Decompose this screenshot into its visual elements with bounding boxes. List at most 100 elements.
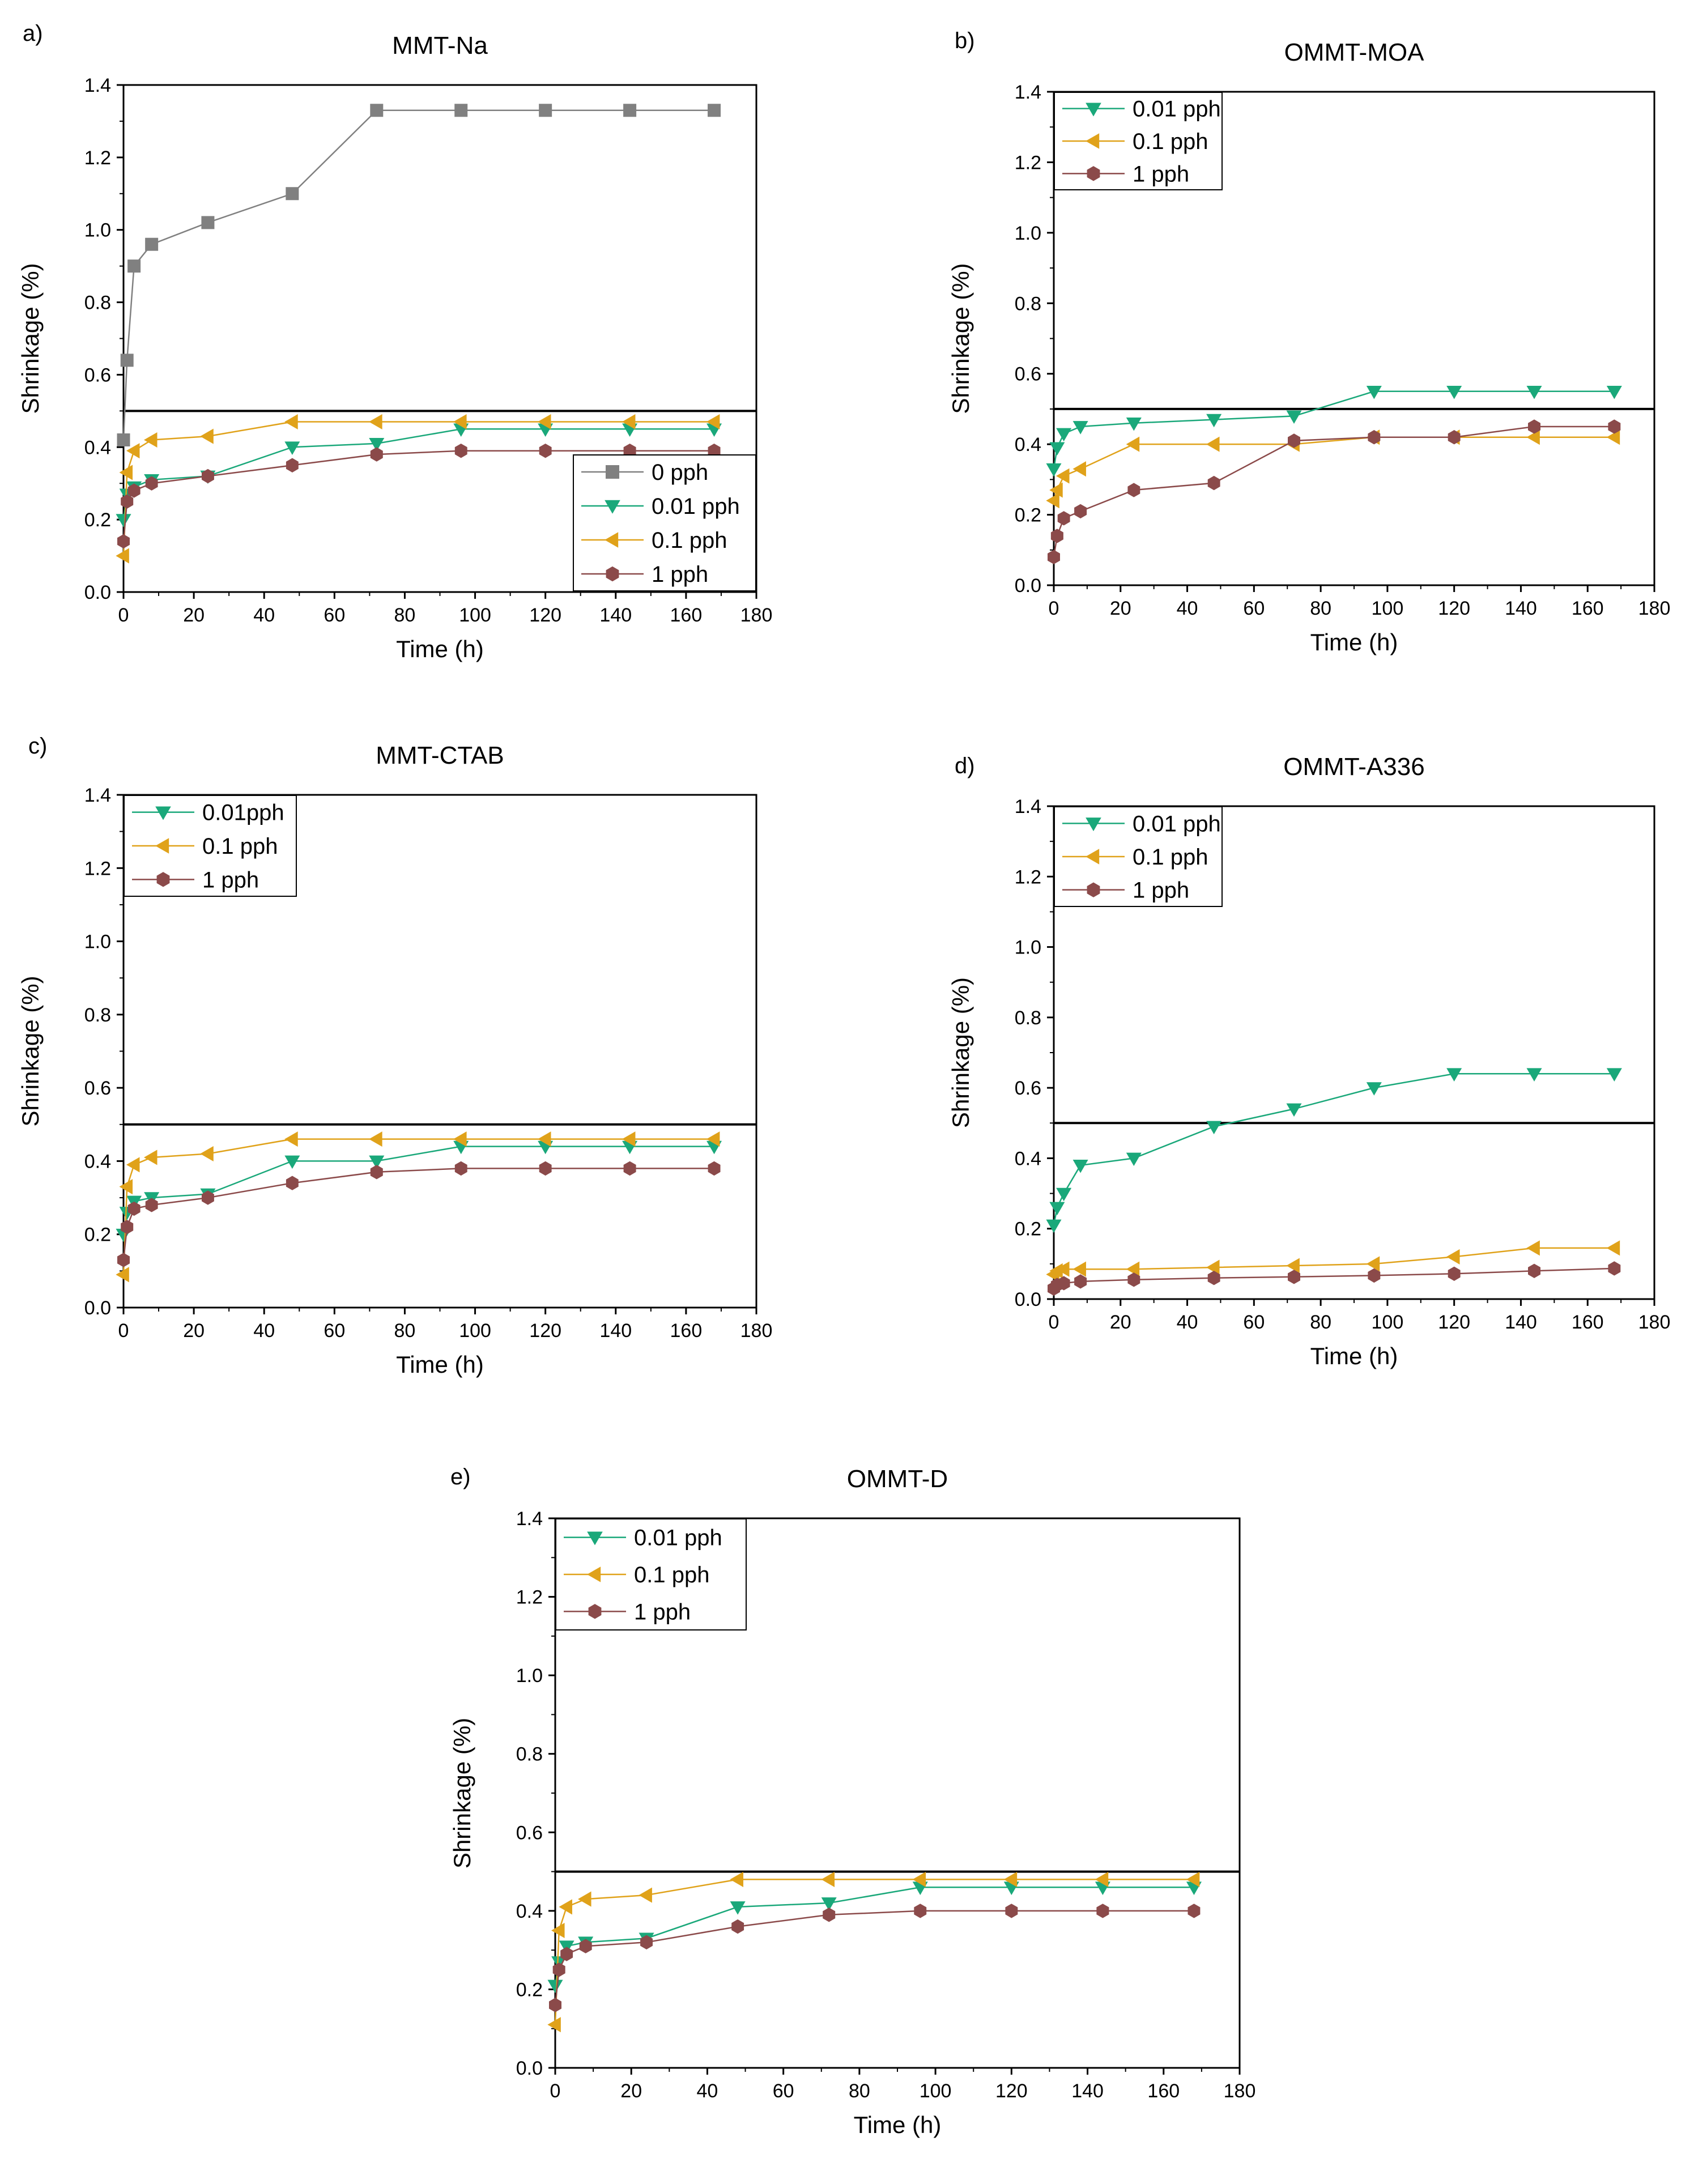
x-tick-label: 40 bbox=[1177, 598, 1198, 619]
x-tick-label: 60 bbox=[324, 604, 345, 626]
panel-d: d) OMMT-A336 0 20 40 60 80 100 120 140 160 180 0.0 0.… bbox=[947, 753, 1670, 1369]
data-point bbox=[1286, 1258, 1300, 1274]
data-point bbox=[369, 1131, 382, 1147]
y-tick-label: 0.2 bbox=[84, 509, 111, 531]
y-tick-label: 1.0 bbox=[84, 931, 111, 953]
x-tick-label: 100 bbox=[1372, 598, 1404, 619]
data-point bbox=[1286, 410, 1302, 424]
x-tick-label: 160 bbox=[1572, 598, 1604, 619]
x-tick-label: 40 bbox=[697, 2080, 718, 2102]
data-point bbox=[1072, 461, 1086, 477]
data-point bbox=[453, 1131, 467, 1147]
legend-label: 0.1 pph bbox=[634, 1563, 709, 1587]
data-point bbox=[1206, 1121, 1222, 1135]
data-point bbox=[121, 494, 134, 509]
data-point bbox=[127, 259, 141, 273]
panel-label: b) bbox=[955, 28, 975, 53]
y-tick-label: 0.6 bbox=[1015, 364, 1041, 385]
y-tick-label: 0.4 bbox=[1015, 434, 1041, 455]
legend-label: 0.01 pph bbox=[652, 494, 740, 519]
data-point bbox=[1446, 385, 1462, 399]
y-tick-label: 1.4 bbox=[1015, 82, 1041, 103]
data-point bbox=[1127, 1272, 1140, 1287]
data-point bbox=[539, 444, 552, 458]
data-point bbox=[143, 1150, 158, 1165]
x-tick-label: 60 bbox=[324, 1320, 345, 1342]
data-point bbox=[1046, 1219, 1062, 1233]
y-tick-label: 0.8 bbox=[1015, 1007, 1041, 1029]
data-point bbox=[117, 433, 130, 446]
x-tick-label: 100 bbox=[1372, 1312, 1404, 1333]
y-tick-label: 1.4 bbox=[84, 785, 111, 806]
data-point bbox=[1072, 1160, 1088, 1173]
data-point bbox=[1207, 1271, 1220, 1285]
y-tick-label: 0.2 bbox=[516, 1979, 543, 2000]
y-tick-label: 0.8 bbox=[84, 292, 111, 314]
y-tick-label: 1.0 bbox=[1015, 223, 1041, 244]
chart-title: OMMT-D bbox=[847, 1465, 948, 1493]
data-point bbox=[1368, 1268, 1381, 1283]
chart-title: OMMT-A336 bbox=[1283, 753, 1424, 781]
chart-title: OMMT-MOA bbox=[1284, 39, 1425, 66]
y-tick-label: 1.2 bbox=[1015, 866, 1041, 888]
data-point bbox=[551, 1922, 565, 1939]
data-point bbox=[731, 1919, 744, 1934]
data-point bbox=[1526, 429, 1540, 445]
x-tick-label: 120 bbox=[1438, 1312, 1470, 1333]
panel-c: c) MMT-CTAB 0 20 40 60 80 100 120 140 160 180 0.0 0.2… bbox=[17, 734, 772, 1378]
y-axis-label: Shrinkage (%) bbox=[17, 263, 44, 414]
data-point bbox=[821, 1897, 837, 1911]
data-point bbox=[1606, 385, 1622, 399]
legend-label: 1 pph bbox=[202, 867, 259, 892]
legend-label: 1 pph bbox=[1133, 878, 1189, 903]
data-point bbox=[454, 444, 467, 458]
y-tick-label: 0.4 bbox=[516, 1901, 543, 1922]
x-tick-label: 120 bbox=[529, 1320, 561, 1342]
series-0-01-pph bbox=[1046, 1068, 1622, 1233]
legend-marker bbox=[1086, 103, 1101, 117]
data-point bbox=[1526, 385, 1542, 399]
data-point bbox=[1606, 1240, 1620, 1256]
data-point bbox=[1056, 468, 1070, 484]
legend: 0.01pph 0.1 pph 1 pph bbox=[124, 795, 297, 897]
data-point bbox=[1050, 529, 1063, 543]
legend-marker bbox=[605, 532, 619, 548]
x-tick-label: 40 bbox=[253, 604, 275, 626]
data-point bbox=[1368, 430, 1381, 445]
x-tick-label: 20 bbox=[1110, 598, 1131, 619]
y-tick-label: 1.0 bbox=[84, 220, 111, 241]
data-point bbox=[117, 1253, 130, 1267]
data-point bbox=[116, 548, 129, 564]
data-point bbox=[1049, 442, 1065, 456]
data-point bbox=[1286, 1103, 1302, 1117]
y-tick-label: 0.2 bbox=[84, 1224, 111, 1246]
series-0-1-pph bbox=[547, 1871, 1200, 2033]
data-point bbox=[370, 104, 384, 117]
data-point bbox=[1096, 1904, 1109, 1918]
x-tick-label: 80 bbox=[394, 604, 416, 626]
legend-label: 0.1 pph bbox=[202, 834, 278, 859]
data-point bbox=[1608, 419, 1621, 434]
data-point bbox=[284, 1131, 298, 1147]
x-tick-label: 80 bbox=[1310, 1312, 1331, 1333]
data-point bbox=[145, 476, 158, 491]
y-axis-label: Shrinkage (%) bbox=[947, 263, 974, 414]
legend: 0.01 pph 0.1 pph 1 pph bbox=[1054, 92, 1223, 190]
chart-title: MMT-CTAB bbox=[376, 742, 504, 769]
y-tick-label: 0.6 bbox=[84, 364, 111, 386]
data-point bbox=[1528, 419, 1540, 434]
series-1-pph bbox=[117, 444, 721, 549]
data-point bbox=[1127, 483, 1140, 497]
legend-label: 1 pph bbox=[1133, 161, 1189, 186]
data-point bbox=[201, 216, 215, 229]
data-point bbox=[200, 428, 214, 444]
x-tick-label: 60 bbox=[773, 2080, 794, 2102]
series-0-pph bbox=[117, 104, 721, 446]
legend-marker bbox=[1087, 882, 1100, 897]
data-point bbox=[370, 1165, 383, 1180]
legend-marker bbox=[1086, 849, 1100, 865]
x-tick-label: 20 bbox=[183, 604, 205, 626]
data-point bbox=[1206, 436, 1220, 452]
x-tick-label: 60 bbox=[1243, 1312, 1265, 1333]
